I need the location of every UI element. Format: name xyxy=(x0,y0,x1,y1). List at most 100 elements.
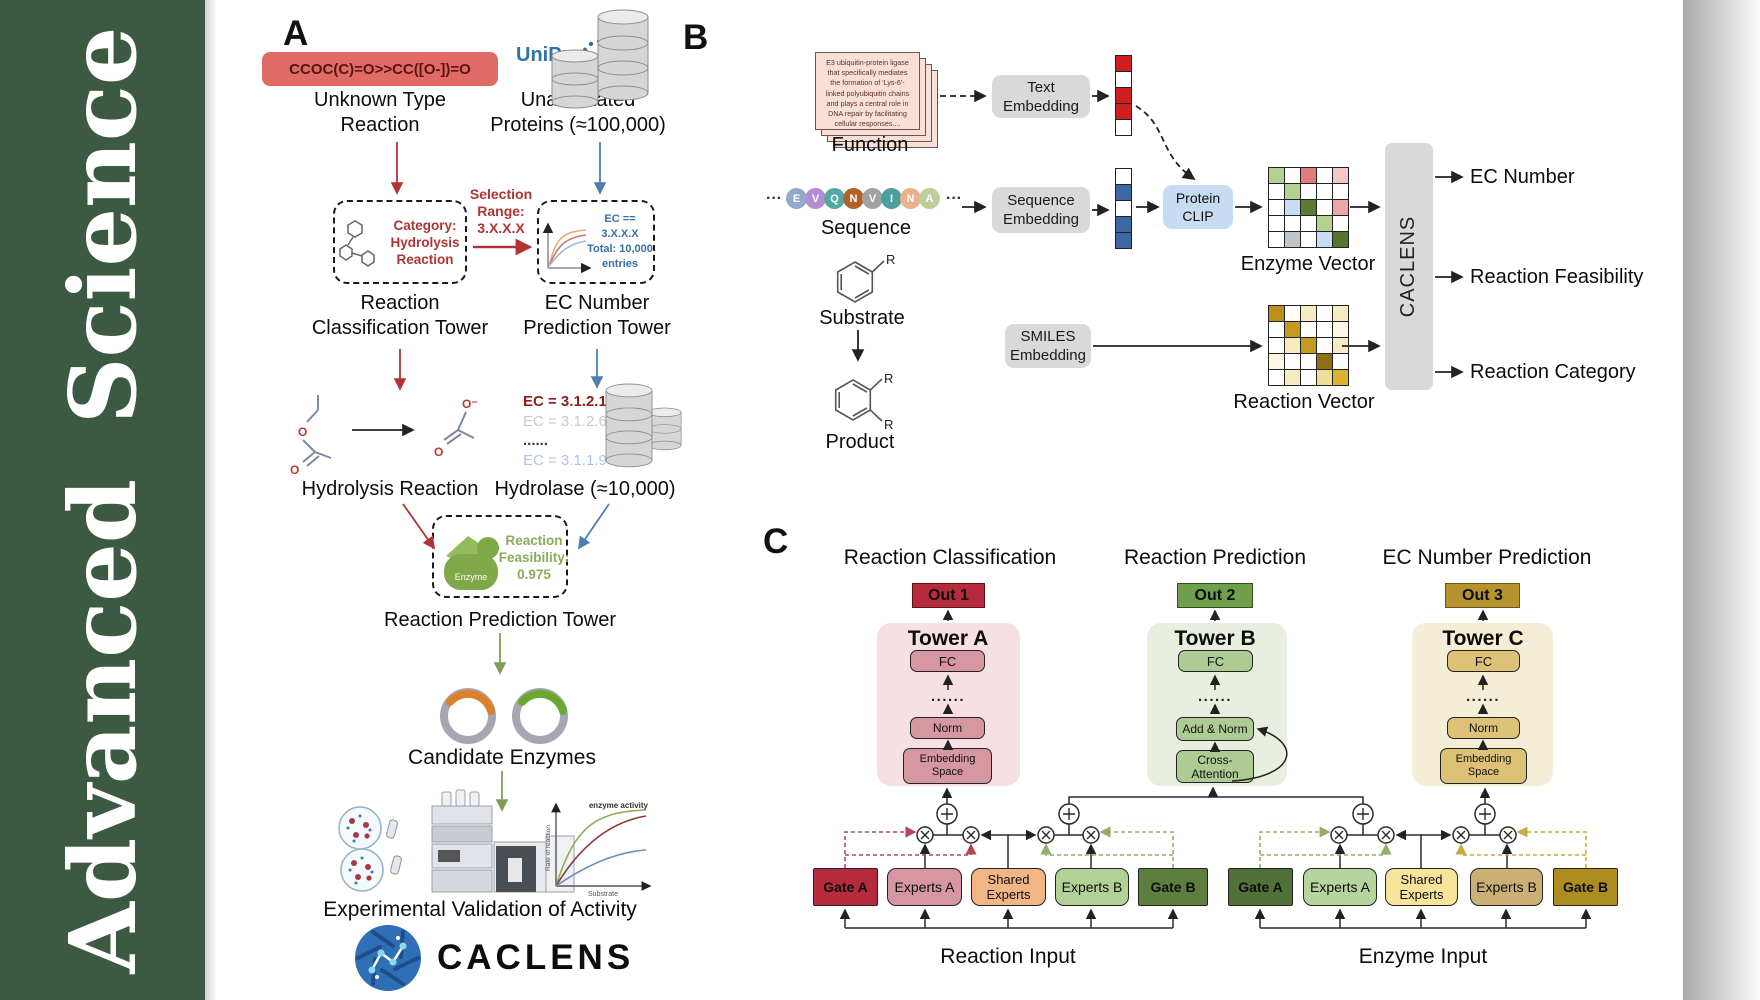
vector-cell xyxy=(1269,232,1284,247)
function-card-text: E3 ubiquitin-protein ligase that specifi… xyxy=(815,52,920,130)
ec-number-item: EC = 3.1.1.9 xyxy=(523,451,607,469)
vector-cell xyxy=(1301,200,1316,215)
caclens-bar-text: CACLENS xyxy=(1397,215,1420,318)
journal-spine: Advanced Science xyxy=(0,0,205,1000)
vector-cell xyxy=(1301,354,1316,369)
ec-tower-label: EC Number Prediction Tower xyxy=(523,292,671,339)
moe-right-gate-a: Gate A xyxy=(1228,868,1293,906)
heading-ec-number-prediction: EC Number Prediction xyxy=(1382,546,1592,569)
vector-cell xyxy=(1116,88,1131,103)
panel-a-label: A xyxy=(283,14,309,53)
vector-cell xyxy=(1333,168,1348,183)
tower-a-name: Tower A xyxy=(907,627,989,650)
tower-c-embedding-space: Embedding Space xyxy=(1440,748,1527,784)
vector-cell xyxy=(1333,232,1348,247)
spine-shadow xyxy=(205,0,217,1000)
residue-circle: A xyxy=(919,188,940,209)
journal-title: Advanced Science xyxy=(0,0,205,1000)
hplc-instrument-icon xyxy=(431,789,575,893)
vector-cell xyxy=(1116,185,1131,200)
vector-cell xyxy=(1317,168,1332,183)
output-reaction-feasibility: Reaction Feasibility xyxy=(1470,266,1644,288)
vector-cell xyxy=(1269,184,1284,199)
tower-a-fc: FC xyxy=(910,650,985,672)
vector-cell xyxy=(1317,306,1332,321)
out1-box: Out 1 xyxy=(912,583,985,608)
vector-cell xyxy=(1317,216,1332,231)
tower-a-dots: ...... xyxy=(930,688,966,705)
svg-text:O: O xyxy=(434,445,443,459)
protein-clip-box: Protein CLIP xyxy=(1163,185,1233,229)
vector-cell xyxy=(1116,233,1131,248)
vector-cell xyxy=(1317,184,1332,199)
vector-cell xyxy=(1285,184,1300,199)
residue-circle: V xyxy=(805,188,826,209)
vector-cell xyxy=(1301,322,1316,337)
vector-cell xyxy=(1317,338,1332,353)
moe-gate-dashes xyxy=(844,826,1587,868)
vector-cell xyxy=(1285,216,1300,231)
moe-left-experts-a: Experts A xyxy=(887,868,962,906)
database-stack-hydrolase xyxy=(605,383,682,468)
heading-reaction-prediction: Reaction Prediction xyxy=(1123,546,1307,569)
vector-cell xyxy=(1301,216,1316,231)
hydrolysis-reaction-label: Hydrolysis Reaction xyxy=(301,478,479,500)
sequence-ellipsis-right: ··· xyxy=(946,190,962,207)
panel-b-label: B xyxy=(683,18,709,57)
tower-c-dots: ...... xyxy=(1465,688,1501,705)
output-reaction-category: Reaction Category xyxy=(1470,361,1636,383)
panel-b-arrows xyxy=(851,89,1464,379)
vector-cell xyxy=(1301,338,1316,353)
tower-b-cross-attention: Cross- Attention xyxy=(1176,750,1254,783)
unannotated-proteins-label: Unannotated Proteins (≈100,000) xyxy=(490,89,666,136)
sequence-embedding-vector xyxy=(1115,168,1132,249)
substrate-label: Substrate xyxy=(819,307,905,329)
reaction-prediction-box xyxy=(432,515,568,598)
vector-cell xyxy=(1116,169,1131,184)
vector-cell xyxy=(1285,168,1300,183)
moe-solid-lines xyxy=(839,786,1592,929)
smiles-embedding-box: SMILES Embedding xyxy=(1005,324,1091,368)
vector-cell xyxy=(1269,306,1284,321)
journal-word-advanced: Advanced xyxy=(48,478,157,974)
vector-cell xyxy=(1116,72,1131,87)
vector-cell xyxy=(1116,201,1131,216)
vector-cell xyxy=(1301,232,1316,247)
vector-cell xyxy=(1285,354,1300,369)
ec-prediction-box xyxy=(537,200,655,284)
vector-cell xyxy=(1269,216,1284,231)
vector-cell xyxy=(1285,232,1300,247)
moe-left-shared-experts: Shared Experts xyxy=(971,868,1046,906)
vector-cell xyxy=(1285,370,1300,385)
ec-number-item: EC = 3.1.2.6 xyxy=(523,412,607,430)
vector-cell xyxy=(1285,338,1300,353)
ec-filter-text: EC == 3.X.X.X Total: 10,000 entries xyxy=(587,213,653,270)
residue-circle: N xyxy=(900,188,921,209)
vector-cell xyxy=(1333,216,1348,231)
vector-cell xyxy=(1333,306,1348,321)
moe-right-shared-experts: Shared Experts xyxy=(1385,868,1458,906)
category-hydrolysis-text: Category: Hydrolysis Reaction xyxy=(390,217,460,267)
enzyme-vector-matrix xyxy=(1268,167,1349,248)
tower-c-fc: FC xyxy=(1447,650,1520,672)
vector-cell xyxy=(1333,200,1348,215)
vector-cell xyxy=(1333,338,1348,353)
vector-cell xyxy=(1333,322,1348,337)
moe-left-experts-b: Experts B xyxy=(1055,868,1129,906)
classification-tower-label: Reaction Classification Tower xyxy=(311,292,489,339)
caclens-logo-icon xyxy=(355,925,421,991)
reaction-input-label: Reaction Input xyxy=(940,945,1076,968)
vector-cell xyxy=(1116,104,1131,119)
ec-number-item: ...... xyxy=(523,432,549,449)
activity-plot-icon: enzyme activity Substrate Rate of reacti… xyxy=(545,801,652,898)
vector-cell xyxy=(1333,370,1348,385)
selection-range-label: Selection Range: 3.X.X.X xyxy=(469,186,533,236)
vector-cell xyxy=(1116,56,1131,71)
vector-cell xyxy=(1301,168,1316,183)
product-r1-label: R xyxy=(884,371,893,386)
unknown-reaction-label: Unknown Type Reaction xyxy=(314,89,446,136)
vector-cell xyxy=(1116,217,1131,232)
plot-title: enzyme activity xyxy=(589,801,649,810)
right-gradient-strip xyxy=(1683,0,1760,1000)
